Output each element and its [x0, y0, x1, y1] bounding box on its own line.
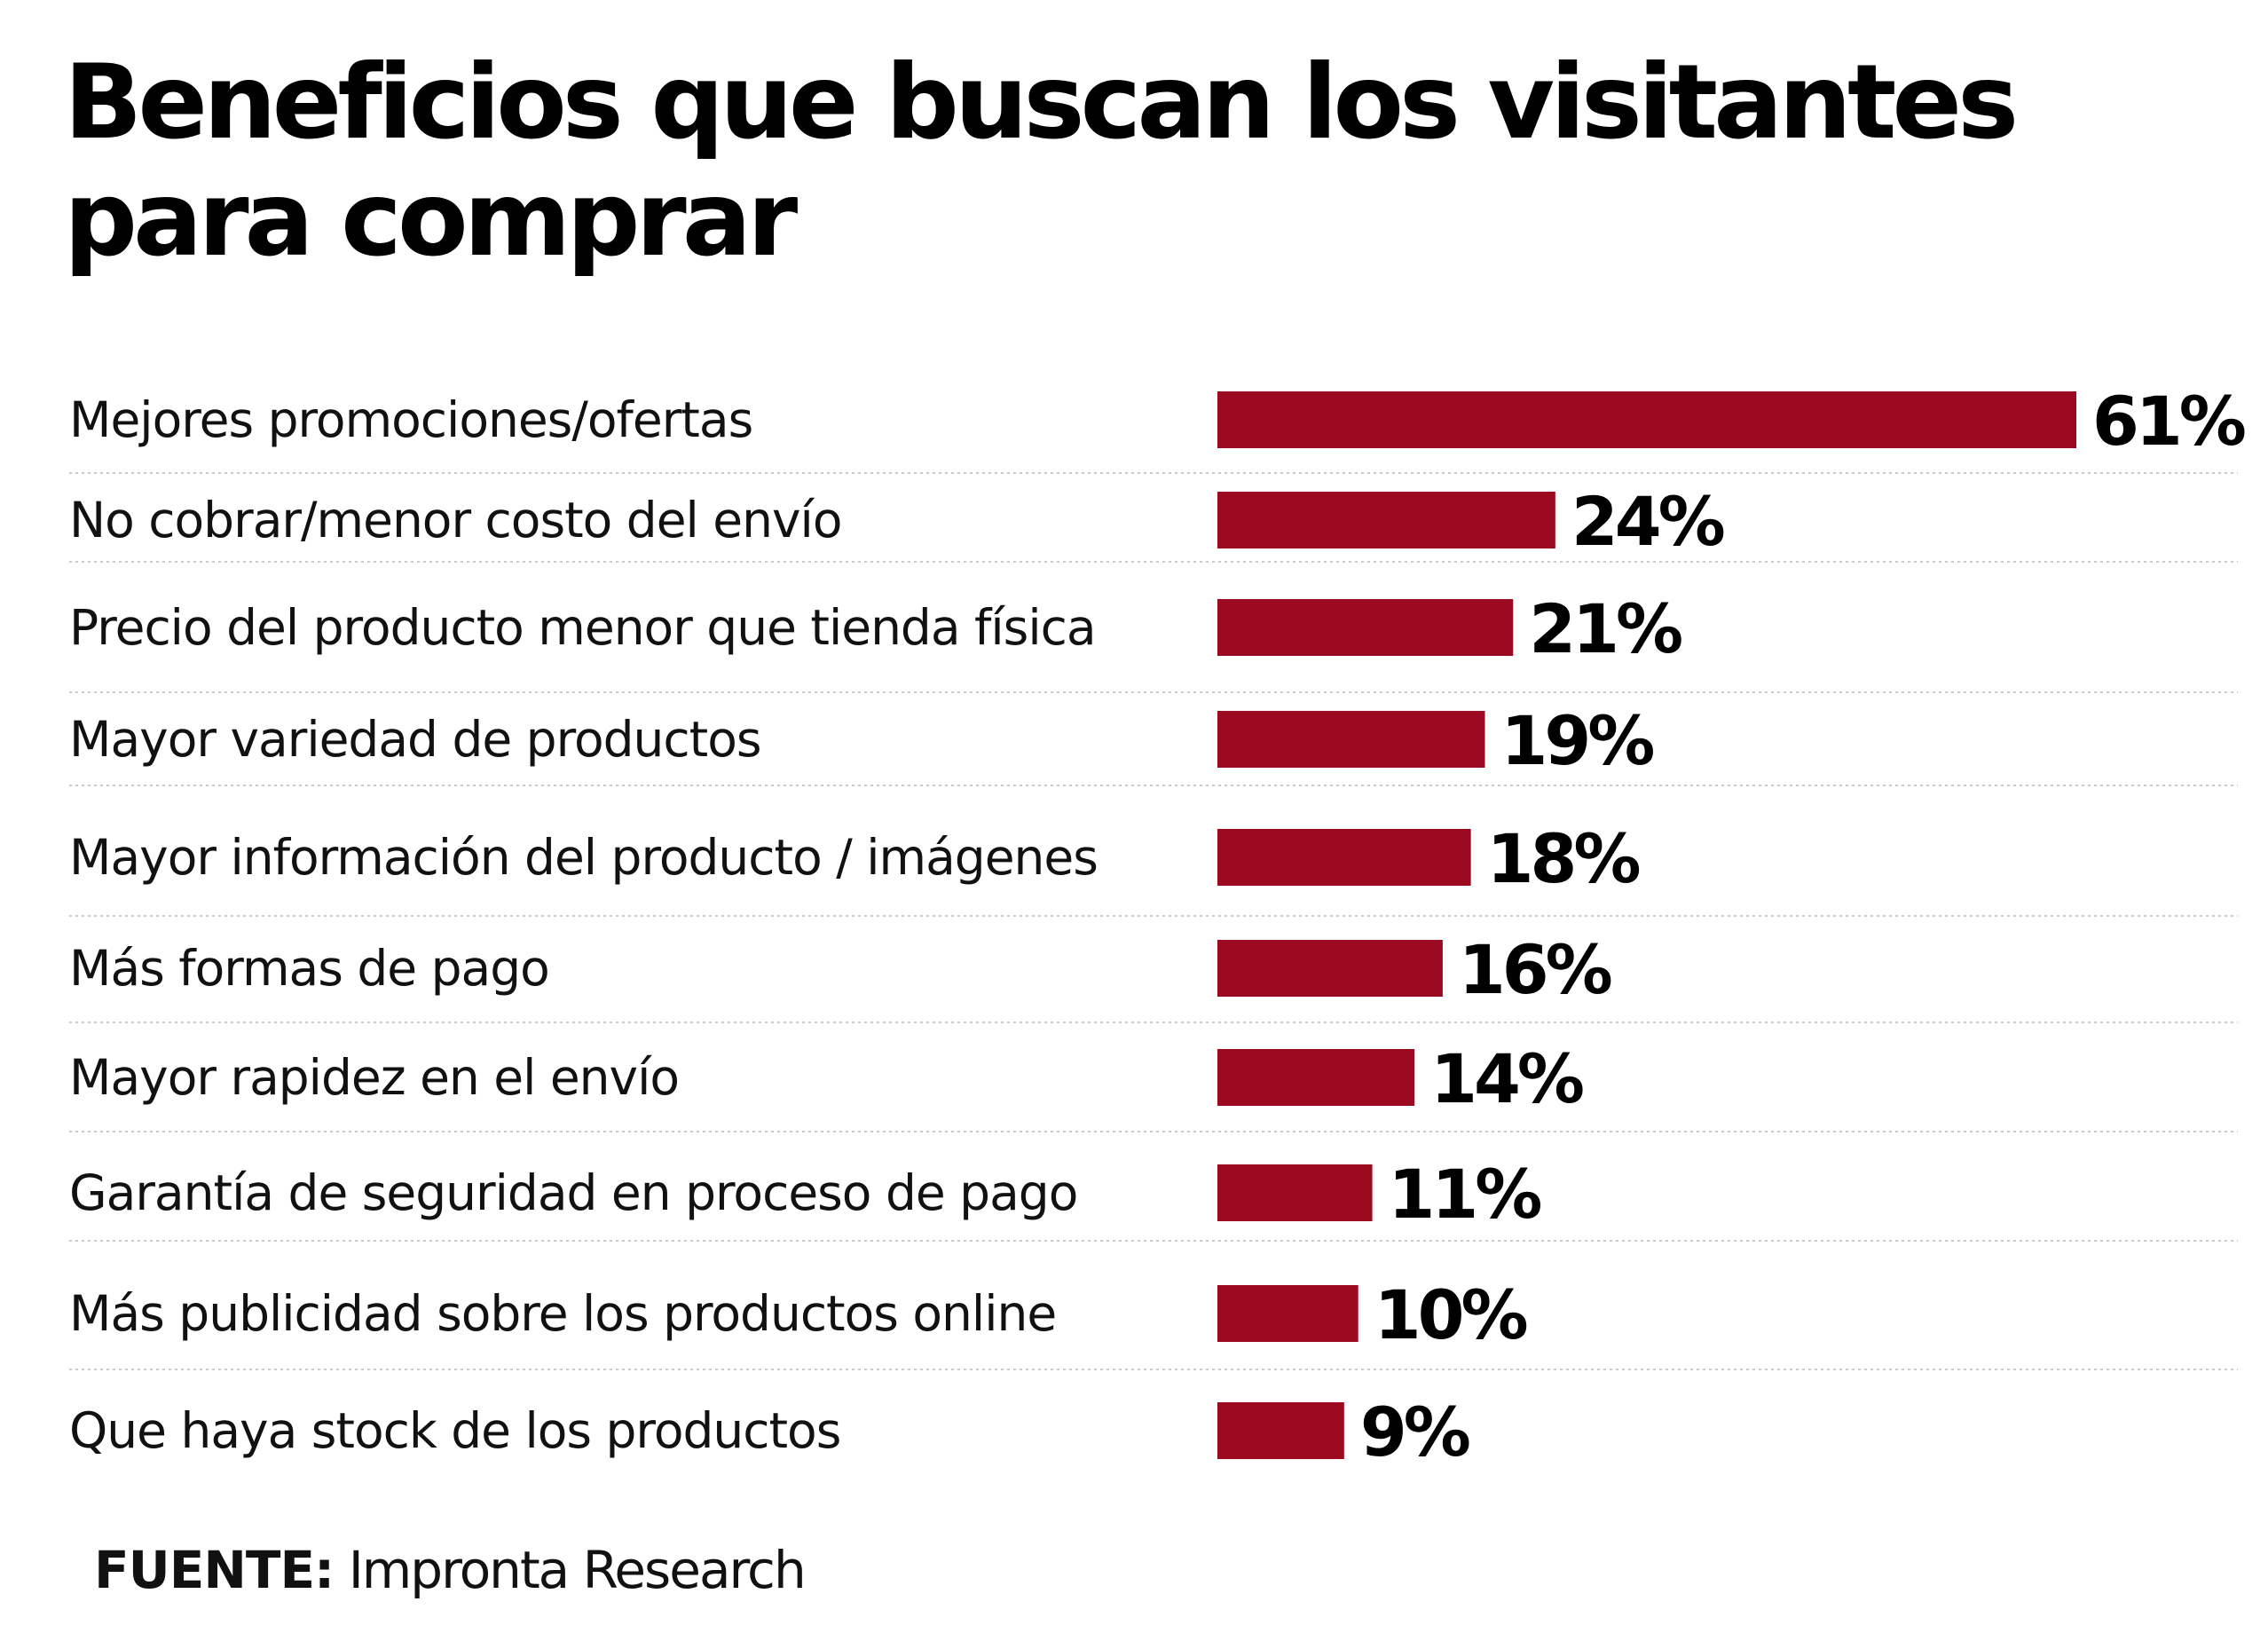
category-label: Mayor información del producto / imágene…: [69, 829, 1098, 886]
category-label: Más formas de pago: [69, 940, 549, 997]
value-label: 19%: [1501, 701, 1654, 780]
value-label: 11%: [1389, 1155, 1541, 1234]
value-label: 14%: [1430, 1039, 1583, 1118]
bar: [1217, 711, 1485, 768]
value-label: 24%: [1571, 482, 1724, 561]
value-label: 18%: [1487, 819, 1640, 898]
value-label: 10%: [1374, 1275, 1527, 1354]
bar: [1217, 1285, 1358, 1342]
bar: [1217, 1402, 1344, 1459]
value-label: 16%: [1459, 930, 1611, 1009]
bar: [1217, 391, 2076, 448]
bar: [1217, 1049, 1415, 1106]
bar: [1217, 1164, 1373, 1221]
bar: [1217, 940, 1443, 997]
bar: [1217, 492, 1555, 548]
category-label: Más publicidad sobre los productos onlin…: [69, 1285, 1056, 1342]
category-label: Que haya stock de los productos: [69, 1402, 840, 1459]
value-label: 9%: [1360, 1393, 1469, 1471]
chart-title: Beneficios que buscan los visitantes par…: [64, 43, 2019, 280]
category-label: No cobrar/menor costo del envío: [69, 492, 841, 548]
category-label: Garantía de seguridad en proceso de pago: [69, 1164, 1077, 1221]
source-text: Impronta Research: [348, 1540, 807, 1600]
source-note: FUENTE: Impronta Research: [94, 1540, 807, 1600]
category-label: Mejores promociones/ofertas: [69, 391, 752, 448]
category-label: Precio del producto menor que tienda fís…: [69, 599, 1096, 656]
value-label: 61%: [2092, 382, 2245, 461]
category-label: Mayor variedad de productos: [69, 711, 761, 768]
value-label: 21%: [1529, 589, 1681, 668]
bar: [1217, 829, 1471, 886]
category-label: Mayor rapidez en el envío: [69, 1049, 679, 1106]
source-label: FUENTE:: [94, 1540, 335, 1600]
bar: [1217, 599, 1514, 656]
